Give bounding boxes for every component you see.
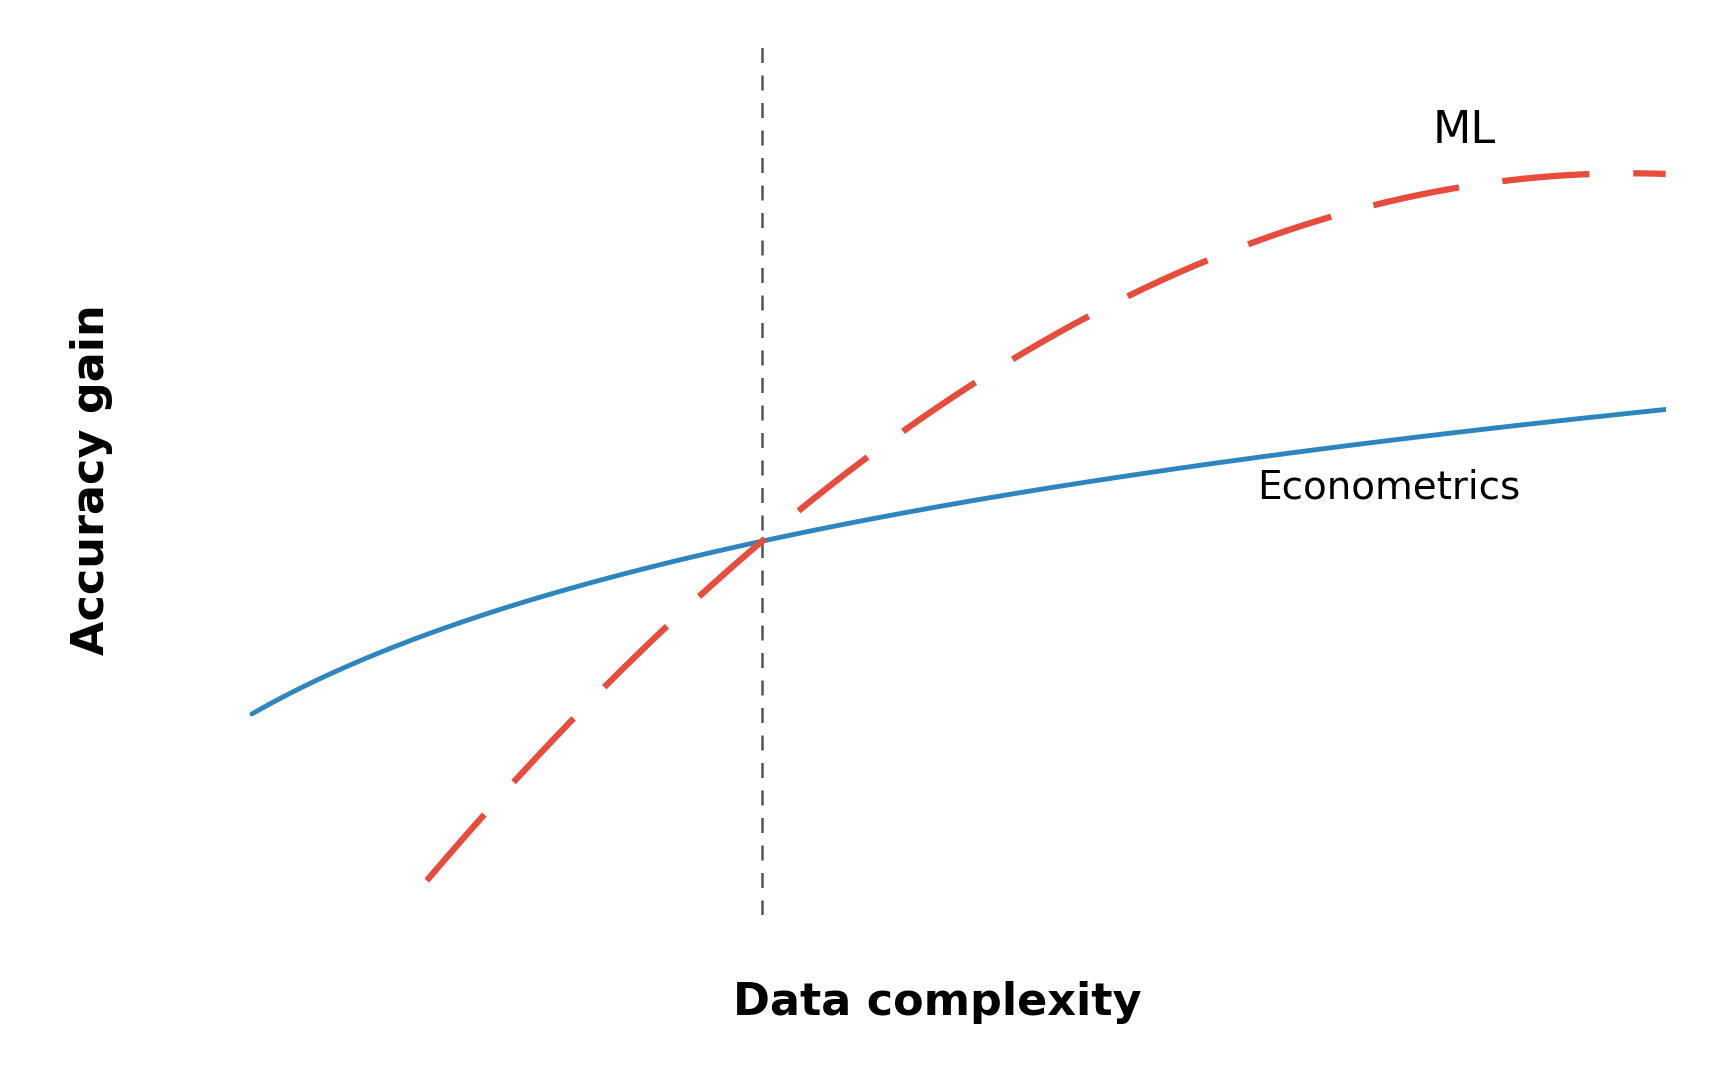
Text: Data complexity: Data complexity [732, 981, 1142, 1024]
Text: Accuracy gain: Accuracy gain [69, 304, 113, 655]
Text: ML: ML [1433, 109, 1496, 152]
Text: Econometrics: Econometrics [1258, 468, 1522, 507]
